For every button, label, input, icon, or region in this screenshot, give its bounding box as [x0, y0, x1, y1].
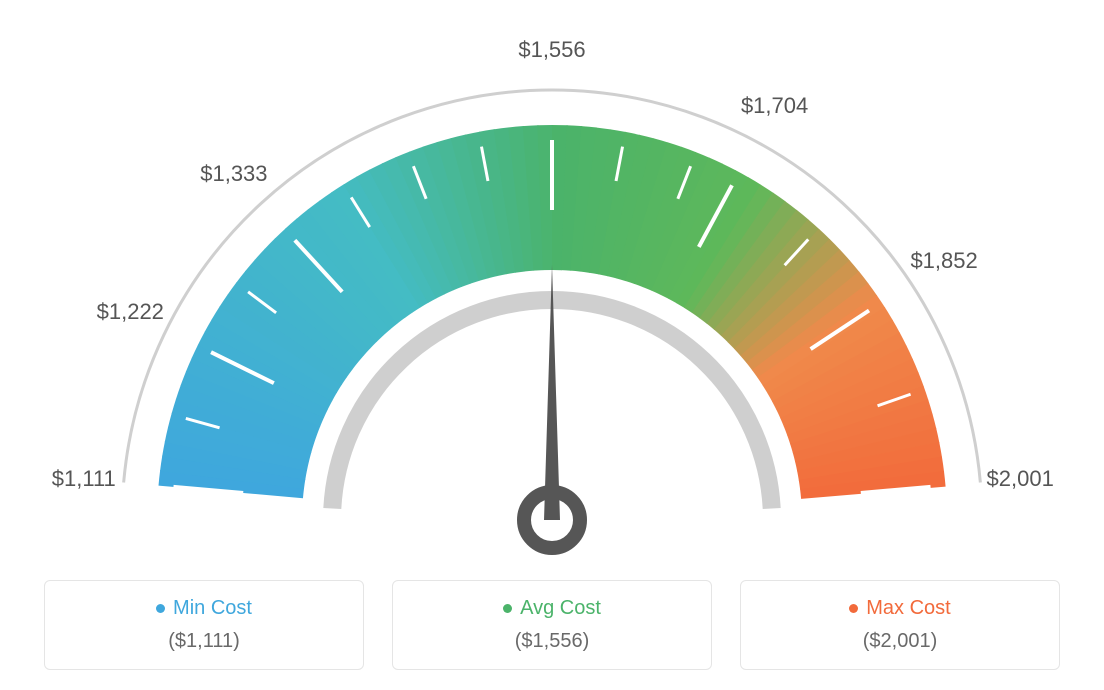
legend-card-max: Max Cost ($2,001) — [740, 580, 1060, 670]
legend-title: Max Cost — [761, 597, 1039, 620]
legend-dot-icon — [503, 604, 512, 613]
legend-value: ($2,001) — [761, 630, 1039, 653]
tick-label: $1,852 — [910, 248, 977, 274]
legend-card-min: Min Cost ($1,111) — [44, 580, 364, 670]
legend-dot-icon — [849, 604, 858, 613]
legend-value: ($1,111) — [65, 630, 343, 653]
cost-gauge: $1,111 $1,222 $1,333 $1,556 $1,704 $1,852 $2,0… — [0, 0, 1104, 560]
tick-label: $1,704 — [741, 93, 808, 119]
legend-title-text: Max Cost — [866, 597, 950, 620]
legend-card-avg: Avg Cost ($1,556) — [392, 580, 712, 670]
legend-value: ($1,556) — [413, 630, 691, 653]
tick-label: $1,222 — [97, 299, 164, 325]
gauge-svg — [0, 0, 1104, 560]
legend-title: Min Cost — [65, 597, 343, 620]
legend-dot-icon — [156, 604, 165, 613]
tick-label: $1,556 — [518, 37, 585, 63]
legend-title-text: Min Cost — [173, 597, 252, 620]
tick-label: $2,001 — [987, 466, 1054, 492]
legend-title: Avg Cost — [413, 597, 691, 620]
tick-label: $1,111 — [52, 466, 116, 492]
legend-row: Min Cost ($1,111) Avg Cost ($1,556) Max Cost… — [0, 580, 1104, 670]
legend-title-text: Avg Cost — [520, 597, 601, 620]
tick-label: $1,333 — [200, 161, 267, 187]
